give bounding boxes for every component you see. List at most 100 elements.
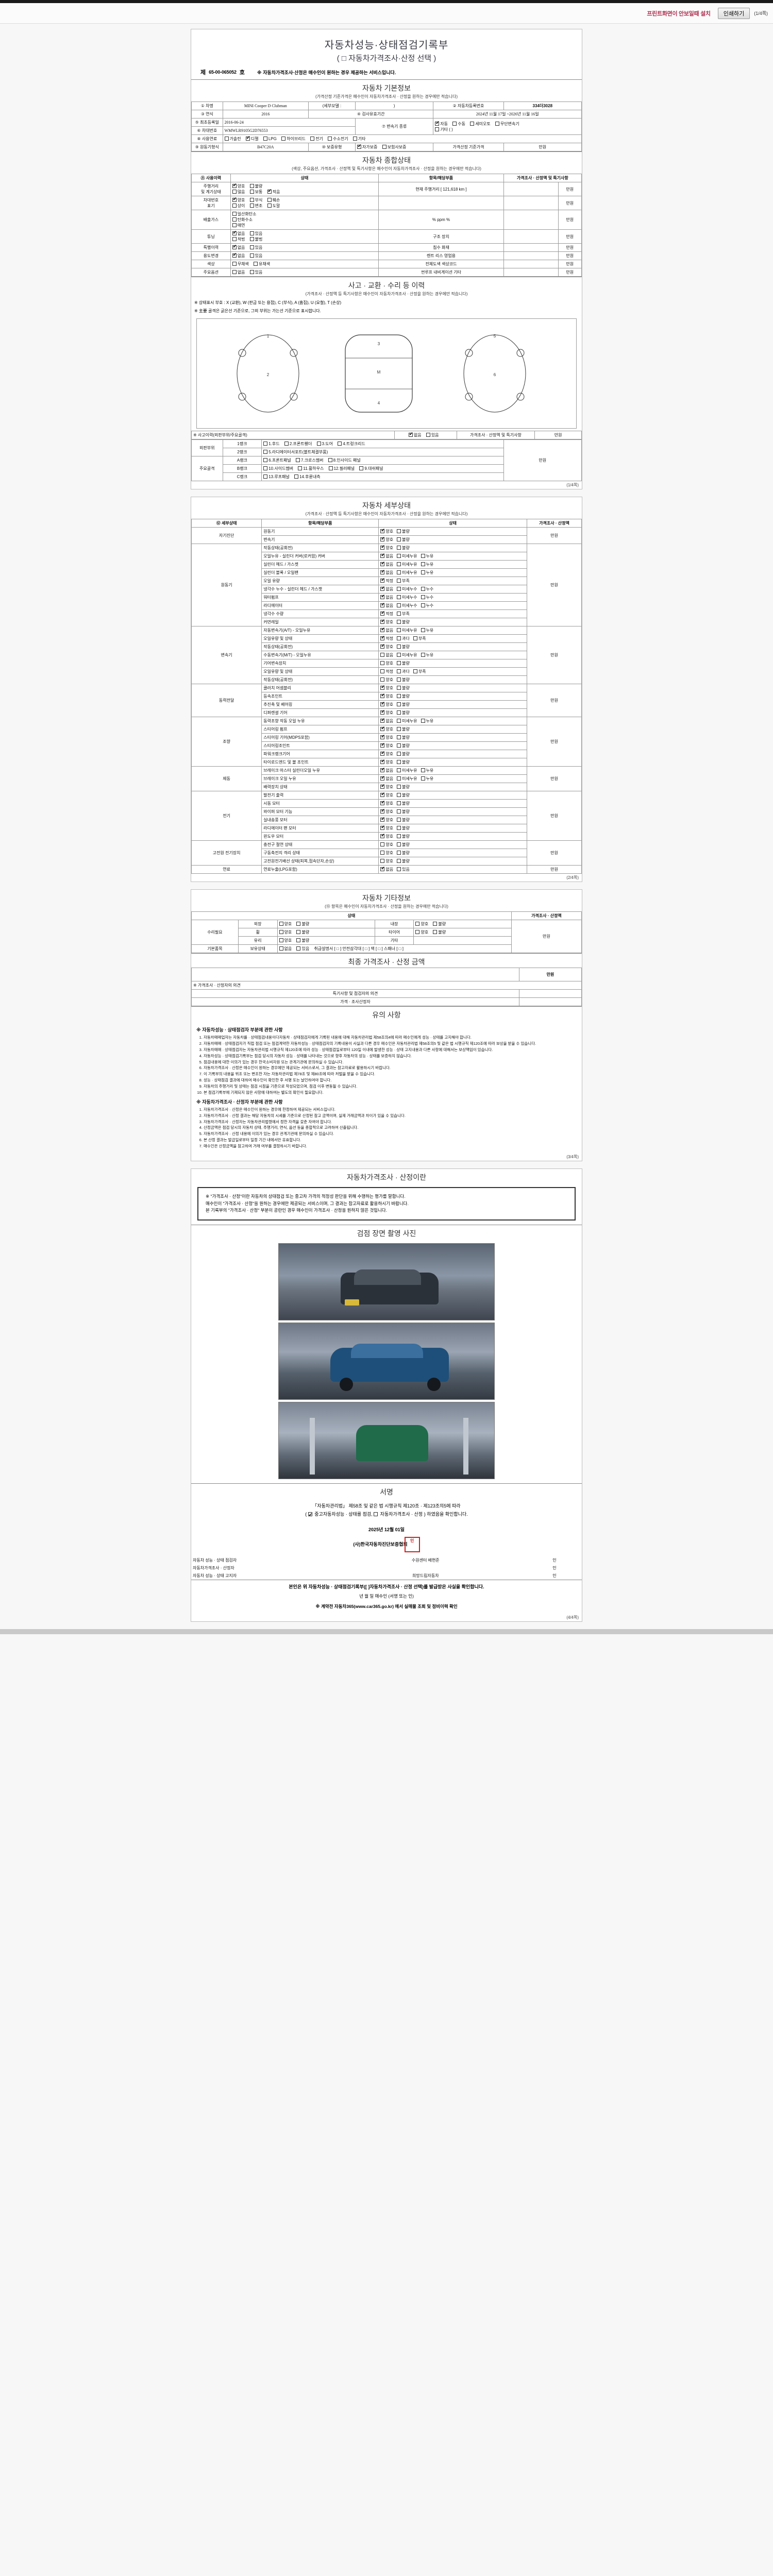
checkbox-누유[interactable]: 누유 xyxy=(421,776,433,782)
detail-item-options[interactable]: 없음 미세누유 누유 xyxy=(378,568,527,577)
checkbox-부족[interactable]: 부족 xyxy=(413,636,426,641)
checkbox-불량[interactable]: 불량 xyxy=(397,850,410,856)
checkbox-양호[interactable]: 양호 xyxy=(380,692,393,699)
checkbox-불량[interactable]: 불량 xyxy=(397,660,410,666)
row-state-tuning[interactable]: 없음 있음 적법 불법 xyxy=(230,229,379,244)
checkbox-불량[interactable]: 불량 xyxy=(397,537,410,543)
checkbox-불량[interactable]: 불량 xyxy=(397,809,410,815)
trans-options[interactable]: 자동 수동 세미오토 무단변속기 기타 ( ) xyxy=(433,118,582,135)
detail-item-options[interactable]: 양호 불량 xyxy=(378,692,527,701)
checkbox-없음[interactable]: 없음 xyxy=(380,717,393,724)
detail-item-options[interactable]: 없음 미세누유 누유 xyxy=(378,766,527,775)
checkbox-미세누유[interactable]: 미세누유 xyxy=(397,768,417,773)
checkbox-미세누수[interactable]: 미세누수 xyxy=(397,603,417,608)
price-opinion-row[interactable]: ※ 가격조사 · 산정자의 의견 xyxy=(191,981,582,990)
checkbox-누수[interactable]: 누수 xyxy=(421,603,433,608)
checkbox-bad[interactable]: 불량 xyxy=(249,183,262,189)
checkbox-누유[interactable]: 누유 xyxy=(421,570,433,575)
row-state-color[interactable]: 무채색 유채색 xyxy=(230,260,379,268)
detail-item-options[interactable]: 양호 불량 xyxy=(378,750,527,758)
checkbox-불량[interactable]: 불량 xyxy=(397,702,410,707)
checkbox-front-fender[interactable]: 2.프론트휀더 xyxy=(284,441,312,447)
rank-items-2[interactable]: 5.라디에이터서포트(볼트체결부품) xyxy=(261,448,504,456)
checkbox-bad[interactable]: 불량 xyxy=(296,921,309,927)
checkbox-rear-inner[interactable]: 14.후륜내측 xyxy=(294,474,321,480)
checkbox-양호[interactable]: 양호 xyxy=(380,833,393,839)
checkbox-없음[interactable]: 없음 xyxy=(380,569,393,575)
checkbox-achromatic[interactable]: 무채색 xyxy=(232,261,249,267)
checkbox-없음[interactable]: 없음 xyxy=(380,652,393,658)
rank-items-B[interactable]: 10.사이드멤버 11.휠하우스 12.필러패널 9.대쉬패널 xyxy=(261,464,504,473)
checkbox-bad[interactable]: 불량 xyxy=(296,929,309,935)
checkbox-chromatic[interactable]: 유채색 xyxy=(254,261,270,267)
checkbox-양호[interactable]: 양호 xyxy=(380,850,393,856)
checkbox-good[interactable]: 양호 xyxy=(279,938,292,943)
checkbox-manual[interactable]: 수동 xyxy=(452,121,465,127)
checkbox-auto[interactable]: 자동 xyxy=(435,120,448,127)
checkbox-불량[interactable]: 불량 xyxy=(397,529,410,534)
checkbox-부족[interactable]: 부족 xyxy=(413,669,426,674)
checkbox-부족[interactable]: 부족 xyxy=(397,611,410,617)
detail-item-options[interactable]: 없음 미세누유 누유 xyxy=(378,774,527,783)
checkbox-exist[interactable]: 있음 xyxy=(426,432,439,438)
detail-item-options[interactable]: 양호 불량 xyxy=(378,708,527,717)
checkbox-양호[interactable]: 양호 xyxy=(380,677,393,683)
checkbox-없음[interactable]: 없음 xyxy=(380,552,393,559)
checkbox-적정[interactable]: 적정 xyxy=(380,669,393,674)
checkbox-damaged[interactable]: 훼손 xyxy=(267,197,280,203)
checkbox-양호[interactable]: 양호 xyxy=(380,684,393,691)
detail-item-options[interactable]: 없음 미세누유 누유 xyxy=(378,560,527,569)
detail-item-options[interactable]: 양호 불량 xyxy=(378,799,527,808)
checkbox-불량[interactable]: 불량 xyxy=(397,726,410,732)
state-wheel[interactable]: 양호 불량 xyxy=(277,928,375,937)
checkbox-cross-member[interactable]: 7.크로스멤버 xyxy=(295,457,323,463)
checkbox-front-panel[interactable]: 6.프론트패널 xyxy=(263,457,291,463)
checkbox-누유[interactable]: 누유 xyxy=(421,768,433,773)
checkbox-미세누수[interactable]: 미세누수 xyxy=(397,586,417,592)
checkbox-미세누유[interactable]: 미세누유 xyxy=(397,628,417,633)
checkbox-altered[interactable]: 변조 xyxy=(249,203,262,209)
row-state-mileage[interactable]: 양호 불량 많음 보통 적음 xyxy=(230,182,379,196)
checkbox-exist[interactable]: 있음 xyxy=(249,245,262,250)
checkbox-누유[interactable]: 누유 xyxy=(421,553,433,559)
checkbox-none[interactable]: 없음 xyxy=(232,244,245,250)
checkbox-불량[interactable]: 불량 xyxy=(397,834,410,839)
checkbox-적정[interactable]: 적정 xyxy=(380,577,393,584)
checkbox-불량[interactable]: 불량 xyxy=(397,545,410,551)
checkbox-없음[interactable]: 없음 xyxy=(380,561,393,567)
checkbox-양호[interactable]: 양호 xyxy=(380,858,393,864)
checkbox-과다[interactable]: 과다 xyxy=(397,669,410,674)
state-glass[interactable]: 양호 불량 xyxy=(277,936,375,945)
detail-item-options[interactable]: 양호 불량 xyxy=(378,642,527,651)
detail-item-options[interactable]: 적정 부족 xyxy=(378,609,527,618)
checkbox-과다[interactable]: 과다 xyxy=(397,636,410,641)
checkbox-bad[interactable]: 불량 xyxy=(296,938,309,943)
checkbox-누유[interactable]: 누유 xyxy=(421,628,433,633)
detail-item-options[interactable]: 양호 불량 xyxy=(378,725,527,734)
rank-items-A[interactable]: 6.프론트패널 7.크로스멤버 8.인사이드 패널 xyxy=(261,456,504,465)
checkbox-양호[interactable]: 양호 xyxy=(380,643,393,650)
checkbox-semiauto[interactable]: 세미오토 xyxy=(470,121,491,127)
warranty-options[interactable]: 자가보증 보험사보증 xyxy=(355,143,434,151)
detail-item-options[interactable]: 양호 불량 xyxy=(378,783,527,791)
checkbox-양호[interactable]: 양호 xyxy=(380,709,393,716)
detail-item-options[interactable]: 없음 미세누유 누유 xyxy=(378,552,527,561)
checkbox-door[interactable]: 3.도어 xyxy=(316,441,333,447)
checkbox-불량[interactable]: 불량 xyxy=(397,817,410,823)
checkbox-양호[interactable]: 양호 xyxy=(380,536,393,543)
checkbox-양호[interactable]: 양호 xyxy=(380,842,393,848)
print-button[interactable]: 인쇄하기 xyxy=(717,7,750,19)
checkbox-미세누유[interactable]: 미세누유 xyxy=(397,570,417,575)
checkbox-good[interactable]: 양호 xyxy=(279,921,292,927)
detail-item-options[interactable]: 양호 불량 xyxy=(378,700,527,709)
checkbox-pillar-panel[interactable]: 12.필러패널 xyxy=(328,466,355,471)
checkbox-trans-other[interactable]: 기타 ( ) xyxy=(435,127,453,132)
checkbox-불량[interactable]: 불량 xyxy=(397,619,410,625)
detail-item-options[interactable]: 양호 불량 xyxy=(378,816,527,824)
checkbox-미세누수[interactable]: 미세누수 xyxy=(397,595,417,600)
checkbox-적정[interactable]: 적정 xyxy=(380,610,393,617)
checkbox-미세누유[interactable]: 미세누유 xyxy=(397,652,417,658)
row-state-vin-mark[interactable]: 양호 부식 훼손 상이 변조 도말 xyxy=(230,196,379,210)
checkbox-불량[interactable]: 불량 xyxy=(397,825,410,831)
